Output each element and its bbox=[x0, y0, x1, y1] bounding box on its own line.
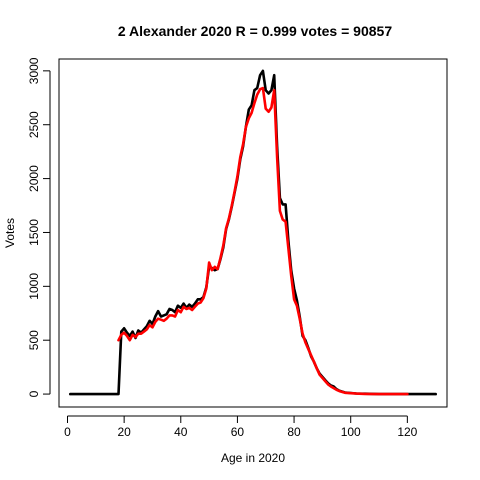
y-tick-label: 2000 bbox=[27, 165, 41, 192]
x-axis-label: Age in 2020 bbox=[221, 451, 285, 465]
y-tick-label: 500 bbox=[27, 330, 41, 350]
series-line-1 bbox=[69, 69, 438, 396]
y-tick-label: 1000 bbox=[27, 273, 41, 300]
chart-title: 2 Alexander 2020 R = 0.999 votes = 90857 bbox=[118, 23, 392, 39]
x-tick-label: 60 bbox=[231, 425, 245, 439]
y-tick-label: 3000 bbox=[27, 57, 41, 84]
x-axis: 0 20 40 60 80 100 120 bbox=[64, 415, 418, 439]
x-tick-label: 0 bbox=[64, 425, 71, 439]
series-layer bbox=[69, 69, 438, 396]
x-tick-label: 120 bbox=[397, 425, 417, 439]
y-tick-label: 0 bbox=[27, 390, 41, 397]
x-tick-label: 40 bbox=[174, 425, 188, 439]
x-tick-label: 20 bbox=[117, 425, 131, 439]
x-tick-label: 80 bbox=[287, 425, 301, 439]
series-line-2 bbox=[117, 86, 409, 396]
y-tick-label: 1500 bbox=[27, 219, 41, 246]
y-axis: 0 500 1000 1500 2000 2500 3000 bbox=[27, 57, 51, 397]
y-tick-label: 2500 bbox=[27, 111, 41, 138]
plot-frame bbox=[58, 58, 448, 408]
x-tick-label: 100 bbox=[341, 425, 361, 439]
y-axis-label: Votes bbox=[3, 218, 17, 248]
